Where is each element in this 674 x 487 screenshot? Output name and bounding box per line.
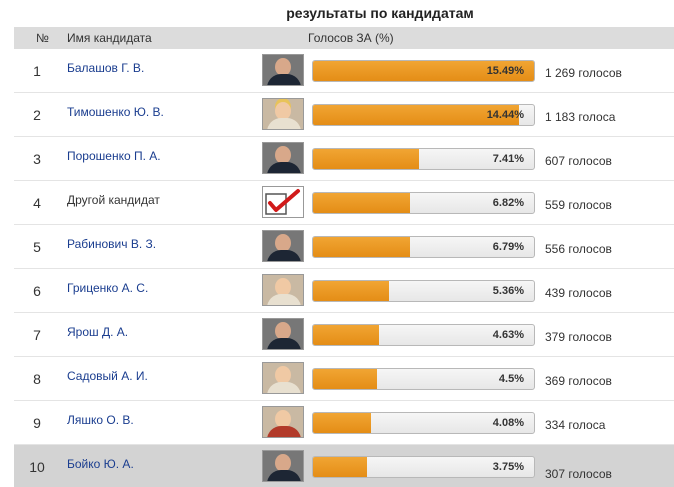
vote-progress-bar: 3.75% — [312, 456, 535, 478]
candidate-photo — [262, 98, 304, 130]
candidate-rank: 1 — [33, 63, 41, 79]
candidate-photo — [262, 318, 304, 350]
candidate-photo — [262, 142, 304, 174]
vote-progress-bar: 4.63% — [312, 324, 535, 346]
candidate-row: 5 Рабинович В. З. 6.79% 556 голосов — [14, 225, 674, 269]
candidate-rank: 8 — [33, 371, 41, 387]
candidate-row-highlighted: 10 Бойко Ю. А. 3.75% 307 голосов — [14, 445, 674, 487]
vote-count: 334 голоса — [545, 418, 606, 432]
candidate-rank: 2 — [33, 107, 41, 123]
vote-bar-fill — [313, 193, 411, 213]
candidate-rank: 5 — [33, 239, 41, 255]
candidate-rank: 4 — [33, 195, 41, 211]
candidate-name-link[interactable]: Ляшко О. В. — [67, 413, 134, 427]
vote-progress-bar: 7.41% — [312, 148, 535, 170]
candidate-row: 8 Садовый А. И. 4.5% 369 голосов — [14, 357, 674, 401]
checkmark-icon — [262, 186, 304, 218]
vote-bar-fill — [313, 105, 520, 125]
candidate-rank: 10 — [29, 459, 45, 475]
vote-count: 607 голосов — [545, 154, 612, 168]
candidate-name-link[interactable]: Гриценко А. С. — [67, 281, 149, 295]
vote-percent-label: 6.79% — [492, 241, 524, 253]
candidate-row: 3 Порошенко П. А. 7.41% 607 голосов — [14, 137, 674, 181]
vote-count: 556 голосов — [545, 242, 612, 256]
candidate-name-link[interactable]: Порошенко П. А. — [67, 149, 161, 163]
candidate-rank: 6 — [33, 283, 41, 299]
candidate-photo — [262, 54, 304, 86]
vote-count: 379 голосов — [545, 330, 612, 344]
candidate-photo — [262, 450, 304, 482]
vote-percent-label: 4.08% — [492, 417, 524, 429]
candidate-row: 2 Тимошенко Ю. В. 14.44% 1 183 голоса — [14, 93, 674, 137]
vote-progress-bar: 14.44% — [312, 104, 535, 126]
candidate-photo — [262, 230, 304, 262]
header-number: № — [36, 31, 49, 45]
vote-count: 369 голосов — [545, 374, 612, 388]
candidate-name-link[interactable]: Бойко Ю. А. — [67, 457, 134, 471]
candidate-row: 7 Ярош Д. А. 4.63% 379 голосов — [14, 313, 674, 357]
vote-bar-fill — [313, 413, 372, 433]
vote-count: 559 голосов — [545, 198, 612, 212]
vote-progress-bar: 6.79% — [312, 236, 535, 258]
candidate-rank: 7 — [33, 327, 41, 343]
vote-percent-label: 4.63% — [492, 329, 524, 341]
vote-bar-fill — [313, 281, 390, 301]
header-candidate-name: Имя кандидата — [67, 31, 152, 45]
header-votes-percent: Голосов ЗА (%) — [308, 31, 394, 45]
candidate-name: Другой кандидат — [67, 193, 160, 207]
candidate-rank: 9 — [33, 415, 41, 431]
vote-percent-label: 6.82% — [492, 197, 524, 209]
vote-percent-label: 15.49% — [486, 65, 524, 77]
vote-bar-fill — [313, 457, 367, 477]
candidate-list: 1 Балашов Г. В. 15.49% 1 269 голосов 2 Т… — [14, 49, 674, 487]
candidate-photo — [262, 274, 304, 306]
vote-bar-fill — [313, 149, 419, 169]
candidate-row: 6 Гриценко А. С. 5.36% 439 голосов — [14, 269, 674, 313]
candidate-name-link[interactable]: Балашов Г. В. — [67, 61, 145, 75]
page-title: результаты по кандидатам — [286, 5, 474, 21]
vote-bar-fill — [313, 237, 410, 257]
vote-percent-label: 3.75% — [492, 461, 524, 473]
vote-count: 439 голосов — [545, 286, 612, 300]
vote-percent-label: 4.5% — [498, 373, 524, 385]
vote-progress-bar: 15.49% — [312, 60, 535, 82]
vote-bar-fill — [313, 369, 378, 389]
vote-progress-bar: 6.82% — [312, 192, 535, 214]
candidate-name-link[interactable]: Тимошенко Ю. В. — [67, 105, 164, 119]
candidate-name-link[interactable]: Рабинович В. З. — [67, 237, 157, 251]
vote-progress-bar: 5.36% — [312, 280, 535, 302]
candidate-name-link[interactable]: Садовый А. И. — [67, 369, 148, 383]
vote-percent-label: 14.44% — [486, 109, 524, 121]
vote-count: 307 голосов — [545, 467, 612, 481]
vote-count: 1 269 голосов — [545, 66, 622, 80]
vote-bar-fill — [313, 325, 380, 345]
table-header: № Имя кандидата Голосов ЗА (%) — [14, 27, 674, 49]
candidate-photo — [262, 362, 304, 394]
candidate-rank: 3 — [33, 151, 41, 167]
candidate-photo — [262, 406, 304, 438]
vote-progress-bar: 4.5% — [312, 368, 535, 390]
vote-percent-label: 7.41% — [492, 153, 524, 165]
vote-percent-label: 5.36% — [492, 285, 524, 297]
vote-bar-fill — [313, 61, 534, 81]
candidate-row: 4 Другой кандидат 6.82% 559 голосов — [14, 181, 674, 225]
candidate-row: 9 Ляшко О. В. 4.08% 334 голоса — [14, 401, 674, 445]
vote-progress-bar: 4.08% — [312, 412, 535, 434]
candidate-row: 1 Балашов Г. В. 15.49% 1 269 голосов — [14, 49, 674, 93]
vote-count: 1 183 голоса — [545, 110, 616, 124]
candidate-name-link[interactable]: Ярош Д. А. — [67, 325, 129, 339]
